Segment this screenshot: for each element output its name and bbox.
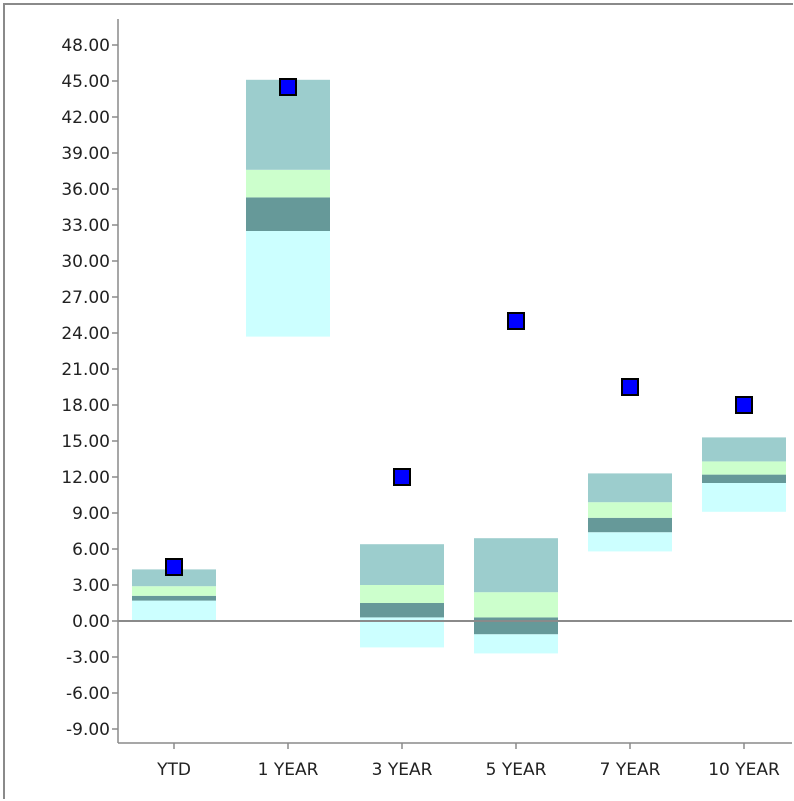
data-point-ytd <box>165 558 183 576</box>
band-top-ytd <box>132 569 216 587</box>
band-upper-3-year <box>360 585 444 603</box>
x-tick-label: 5 YEAR <box>486 760 547 780</box>
data-point-7-year <box>621 378 639 396</box>
y-tick-label: -6.00 <box>66 684 110 704</box>
band-upper-ytd <box>132 586 216 596</box>
band-upper-5-year <box>474 592 558 618</box>
data-point-5-year <box>507 312 525 330</box>
y-tick-label: 30.00 <box>61 252 110 272</box>
band-lower-3-year <box>360 617 444 648</box>
chart-frame: 48.00 45.00 42.00 39.00 36.00 33.00 30.00 27.00… <box>3 3 793 799</box>
y-tick-label: 9.00 <box>72 504 110 524</box>
y-tick-label: 36.00 <box>61 180 110 200</box>
data-point-3-year <box>393 468 411 486</box>
band-lower-10-year <box>702 483 786 512</box>
y-tick-label: 3.00 <box>72 576 110 596</box>
band-top-3-year <box>360 544 444 585</box>
y-tick-label: 6.00 <box>72 540 110 560</box>
band-top-7-year <box>588 473 672 503</box>
x-tick-label: 7 YEAR <box>600 760 661 780</box>
data-point-10-year <box>735 396 753 414</box>
x-tick-label: 3 YEAR <box>372 760 433 780</box>
band-median-10-year <box>702 474 786 483</box>
y-tick-label: 12.00 <box>61 468 110 488</box>
band-median-ytd <box>132 595 216 601</box>
band-top-10-year <box>702 437 786 462</box>
x-tick-label: 1 YEAR <box>258 760 319 780</box>
band-median-3-year <box>360 603 444 618</box>
band-median-5-year <box>474 617 558 635</box>
band-lower-1-year <box>246 231 330 337</box>
band-lower-5-year <box>474 634 558 654</box>
y-tick-label: 21.00 <box>61 360 110 380</box>
y-tick-label: 15.00 <box>61 432 110 452</box>
y-tick-label: 27.00 <box>61 288 110 308</box>
band-top-5-year <box>474 538 558 593</box>
band-upper-7-year <box>588 502 672 518</box>
y-tick-label: 24.00 <box>61 324 110 344</box>
y-tick-label: 48.00 <box>61 36 110 56</box>
y-tick-label: 39.00 <box>61 144 110 164</box>
band-lower-ytd <box>132 600 216 621</box>
chart: 48.00 45.00 42.00 39.00 36.00 33.00 30.00 27.00… <box>61 19 792 780</box>
y-tick-label: -9.00 <box>66 720 110 740</box>
band-upper-10-year <box>702 461 786 475</box>
y-tick-label: 0.00 <box>72 612 110 632</box>
band-median-1-year <box>246 197 330 231</box>
data-point-1-year <box>279 78 297 96</box>
band-upper-1-year <box>246 169 330 198</box>
y-tick-label: 18.00 <box>61 396 110 416</box>
band-median-7-year <box>588 517 672 533</box>
x-tick-label: 10 YEAR <box>708 760 780 780</box>
x-tick-label: YTD <box>156 760 191 780</box>
y-tick-label: 42.00 <box>61 108 110 128</box>
y-tick-label: 33.00 <box>61 216 110 236</box>
y-tick-label: 45.00 <box>61 72 110 92</box>
y-tick-label: -3.00 <box>66 648 110 668</box>
band-lower-7-year <box>588 532 672 552</box>
